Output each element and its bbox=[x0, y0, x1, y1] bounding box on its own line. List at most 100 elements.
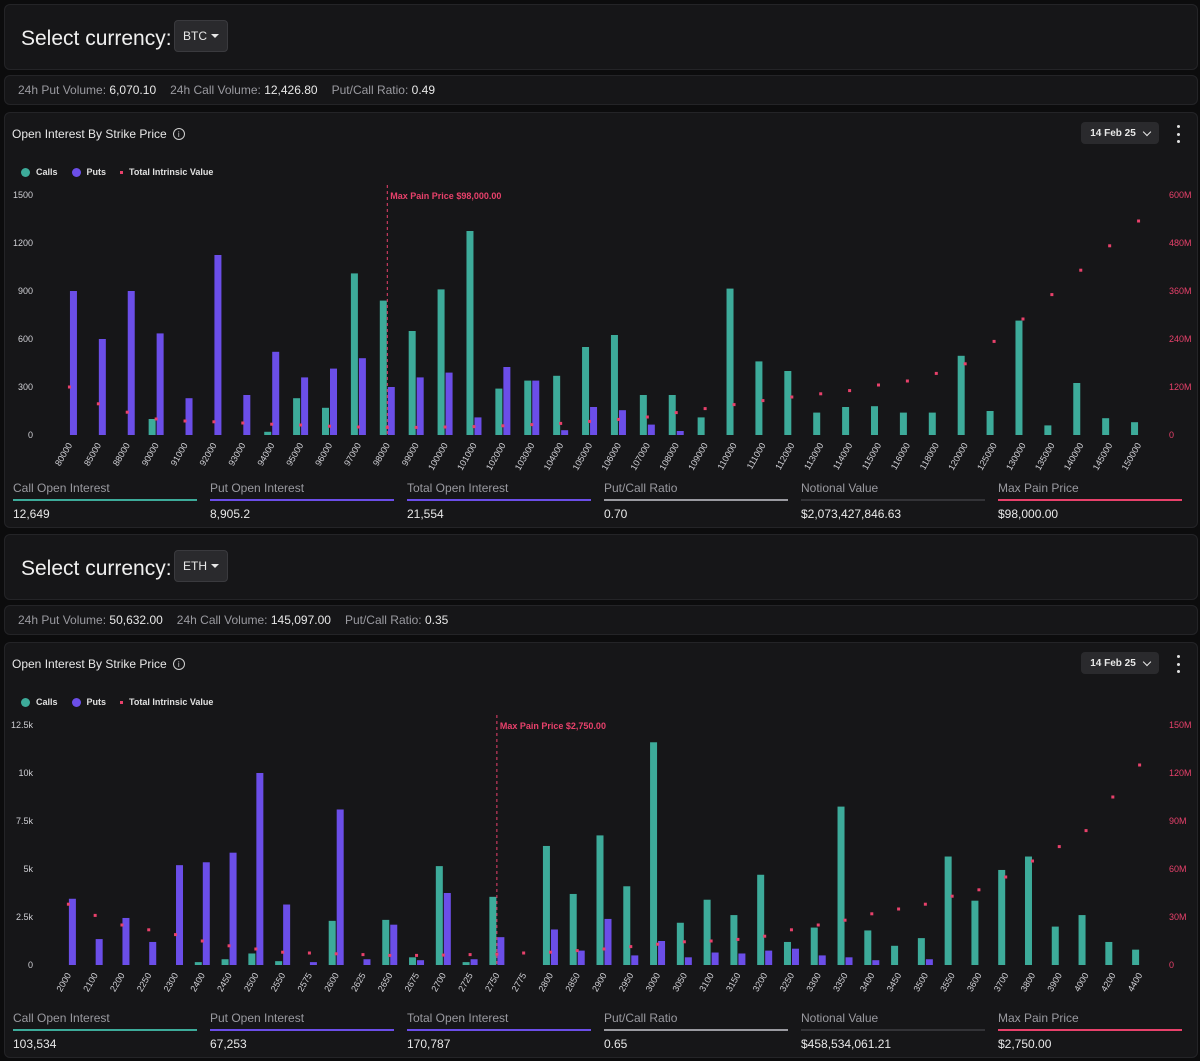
puts-dot-icon bbox=[71, 167, 81, 177]
eth-select-currency-label: Select currency: bbox=[21, 557, 172, 580]
eth-xtick: 2000 bbox=[54, 971, 73, 993]
btc-intrinsic-point bbox=[299, 423, 303, 427]
eth-xtick: 2775 bbox=[510, 971, 529, 993]
btc-put-call-ratio-label: Put/Call Ratio: bbox=[331, 83, 409, 97]
btc-put-bar bbox=[69, 291, 77, 435]
btc-currency-dropdown[interactable]: BTC bbox=[174, 20, 228, 52]
eth-intrinsic-point bbox=[468, 953, 472, 957]
eth-ytick-left: 10k bbox=[18, 768, 33, 778]
eth-call-bar bbox=[917, 938, 925, 965]
btc-intrinsic-point bbox=[934, 371, 938, 375]
btc-call-bar bbox=[928, 412, 936, 435]
btc-call-bar bbox=[668, 395, 676, 435]
btc-intrinsic-point bbox=[1050, 293, 1054, 297]
btc-stats: Call Open Interest 12,649 Put Open Intere… bbox=[13, 481, 1193, 521]
eth-call-bar bbox=[1078, 915, 1086, 965]
eth-xtick: 2300 bbox=[162, 971, 181, 993]
btc-xtick: 140000 bbox=[1062, 441, 1086, 472]
info-icon[interactable]: i bbox=[172, 128, 185, 140]
btc-put-bar bbox=[156, 333, 164, 435]
eth-volume-bar: 24h Put Volume: 50,632.00 24h Call Volum… bbox=[4, 605, 1198, 635]
eth-expiry-date-dropdown[interactable]: 14 Feb 25 bbox=[1081, 652, 1159, 674]
btc-call-bar bbox=[986, 411, 994, 435]
btc-intrinsic-point bbox=[1079, 268, 1083, 272]
eth-xtick: 3000 bbox=[644, 971, 663, 993]
btc-legend-intrinsic[interactable]: Total Intrinsic Value bbox=[120, 167, 213, 177]
eth-put-call-ratio-value: 0.35 bbox=[424, 613, 449, 627]
eth-legend-intrinsic[interactable]: Total Intrinsic Value bbox=[120, 697, 213, 707]
btc-legend-puts[interactable]: Puts bbox=[71, 167, 106, 177]
btc-ytick-left: 0 bbox=[28, 430, 33, 440]
eth-legend-puts[interactable]: Puts bbox=[71, 697, 106, 707]
btc-expiry-date-dropdown[interactable]: 14 Feb 25 bbox=[1081, 122, 1159, 144]
eth-intrinsic-point bbox=[763, 934, 767, 938]
eth-call-bar bbox=[328, 920, 336, 965]
eth-put-bar bbox=[149, 941, 157, 965]
btc-ytick-right: 0 bbox=[1169, 430, 1174, 440]
btc-call-bar bbox=[148, 419, 156, 435]
btc-call-bar bbox=[871, 406, 878, 435]
eth-intrinsic-point bbox=[709, 939, 713, 943]
eth-intrinsic-point bbox=[120, 923, 124, 927]
eth-intrinsic-point bbox=[415, 953, 419, 957]
btc-max-pain-label: Max Pain Price $98,000.00 bbox=[390, 191, 501, 201]
btc-call-bar bbox=[1102, 418, 1110, 435]
btc-xtick: 125000 bbox=[975, 441, 999, 472]
eth-more-options-button[interactable] bbox=[1173, 655, 1183, 673]
eth-xtick: 2950 bbox=[617, 971, 636, 993]
btc-legend-calls[interactable]: Calls bbox=[21, 167, 58, 177]
eth-legend-calls[interactable]: Calls bbox=[21, 697, 58, 707]
eth-xtick: 4000 bbox=[1072, 971, 1091, 993]
btc-put-bar bbox=[272, 351, 280, 435]
btc-call-bar bbox=[842, 407, 850, 435]
btc-xtick: 98000 bbox=[371, 441, 392, 468]
btc-intrinsic-point bbox=[905, 379, 909, 383]
eth-put-bar bbox=[229, 852, 237, 965]
btc-xtick: 92000 bbox=[197, 441, 218, 468]
btc-ytick-right: 240M bbox=[1169, 334, 1192, 344]
btc-intrinsic-point bbox=[703, 407, 707, 411]
btc-put-bar bbox=[387, 387, 395, 435]
btc-xtick: 90000 bbox=[140, 441, 161, 468]
eth-call-bar bbox=[837, 806, 845, 965]
eth-intrinsic-point bbox=[629, 945, 633, 949]
btc-more-options-button[interactable] bbox=[1173, 125, 1183, 143]
btc-xtick: 93000 bbox=[226, 441, 247, 468]
btc-xtick: 112000 bbox=[773, 441, 796, 471]
btc-ytick-left: 900 bbox=[18, 286, 33, 296]
eth-intrinsic-point bbox=[656, 942, 660, 946]
calls-dot-icon bbox=[21, 697, 30, 707]
eth-put-bar bbox=[176, 865, 184, 965]
eth-xtick: 3250 bbox=[778, 971, 797, 993]
btc-put-bar bbox=[590, 407, 598, 435]
btc-xtick: 113000 bbox=[802, 441, 825, 471]
btc-call-bar bbox=[957, 355, 965, 435]
eth-call-volume-value: 145,097.00 bbox=[270, 613, 331, 627]
btc-call-bar bbox=[264, 431, 272, 435]
eth-xtick: 4400 bbox=[1126, 971, 1145, 993]
eth-ytick-right: 30M bbox=[1169, 912, 1187, 922]
eth-put-bar bbox=[791, 948, 799, 965]
eth-intrinsic-point bbox=[441, 953, 445, 957]
btc-call-bar bbox=[1015, 320, 1023, 435]
eth-ytick-right: 90M bbox=[1169, 816, 1187, 826]
eth-intrinsic-point bbox=[602, 947, 606, 951]
btc-intrinsic-point bbox=[270, 422, 274, 426]
eth-xtick: 2550 bbox=[269, 971, 288, 993]
info-icon[interactable]: i bbox=[172, 658, 185, 670]
btc-xtick: 85000 bbox=[82, 441, 103, 468]
eth-stats: Call Open Interest 103,534 Put Open Inter… bbox=[13, 1011, 1193, 1051]
eth-call-bar bbox=[248, 953, 256, 965]
eth-put-bar bbox=[122, 917, 130, 965]
eth-currency-panel: Select currency: ETH bbox=[4, 534, 1198, 600]
eth-ytick-left: 7.5k bbox=[16, 816, 34, 826]
eth-open-interest-chart: 0 2.5k 5k 7.5k 10k 12.5k 0 30M 60M 90M 120M 150M 200… bbox=[11, 715, 1192, 993]
more-vertical-icon bbox=[1176, 655, 1180, 658]
btc-call-bar bbox=[726, 288, 734, 435]
btc-xtick: 116000 bbox=[889, 441, 912, 471]
btc-intrinsic-point bbox=[963, 362, 967, 366]
eth-xtick: 2625 bbox=[349, 971, 368, 993]
eth-currency-dropdown[interactable]: ETH bbox=[174, 550, 228, 582]
btc-intrinsic-point bbox=[154, 417, 158, 421]
btc-call-bar bbox=[784, 371, 792, 435]
